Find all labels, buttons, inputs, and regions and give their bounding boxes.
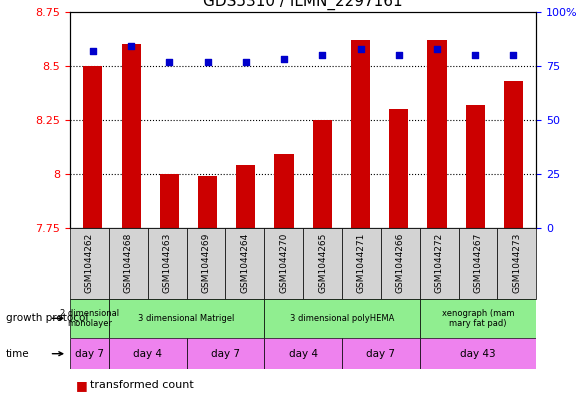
Title: GDS5310 / ILMN_2297161: GDS5310 / ILMN_2297161	[203, 0, 403, 11]
Text: GSM1044266: GSM1044266	[396, 233, 405, 294]
Point	[470, 52, 480, 58]
Point	[509, 52, 518, 58]
Text: 2 dimensional
monolayer: 2 dimensional monolayer	[60, 309, 119, 328]
Bar	[264, 338, 342, 369]
Point	[318, 52, 327, 58]
Bar	[160, 174, 179, 228]
Bar	[187, 228, 226, 299]
Bar	[83, 66, 103, 228]
Point	[356, 46, 365, 52]
Text: ■: ■	[76, 378, 87, 392]
Bar	[504, 81, 523, 228]
Bar	[226, 228, 264, 299]
Point	[164, 59, 174, 65]
Bar	[312, 120, 332, 228]
Bar	[187, 338, 264, 369]
Text: GSM1044273: GSM1044273	[512, 233, 521, 294]
Text: GSM1044268: GSM1044268	[124, 233, 133, 294]
Bar	[420, 299, 536, 338]
Point	[241, 59, 251, 65]
Text: transformed count: transformed count	[90, 380, 194, 390]
Point	[88, 48, 97, 54]
Text: GSM1044263: GSM1044263	[163, 233, 171, 294]
Point	[203, 59, 212, 65]
Point	[127, 43, 136, 50]
Bar	[264, 228, 303, 299]
Bar	[109, 228, 147, 299]
Bar	[342, 338, 420, 369]
Point	[279, 56, 289, 62]
Bar	[198, 176, 217, 228]
Bar	[459, 228, 497, 299]
Text: time: time	[6, 349, 30, 359]
Text: day 7: day 7	[75, 349, 104, 359]
Text: GSM1044267: GSM1044267	[473, 233, 483, 294]
Text: growth protocol: growth protocol	[6, 313, 88, 323]
Text: GSM1044270: GSM1044270	[279, 233, 288, 294]
Bar	[351, 40, 370, 228]
Bar	[109, 338, 187, 369]
Point	[433, 46, 442, 52]
Bar	[70, 228, 109, 299]
Text: GSM1044269: GSM1044269	[202, 233, 210, 294]
Text: GSM1044271: GSM1044271	[357, 233, 366, 294]
Text: 3 dimensional Matrigel: 3 dimensional Matrigel	[138, 314, 235, 323]
Text: xenograph (mam
mary fat pad): xenograph (mam mary fat pad)	[442, 309, 514, 328]
Bar	[264, 299, 420, 338]
Bar	[466, 105, 484, 228]
Bar	[109, 299, 264, 338]
Bar	[381, 228, 420, 299]
Bar	[70, 338, 109, 369]
Bar	[122, 44, 141, 228]
Point	[394, 52, 403, 58]
Bar	[342, 228, 381, 299]
Text: day 43: day 43	[460, 349, 496, 359]
Bar	[147, 228, 187, 299]
Bar	[275, 154, 294, 228]
Text: day 4: day 4	[133, 349, 162, 359]
Bar	[303, 228, 342, 299]
Text: day 7: day 7	[366, 349, 395, 359]
Text: GSM1044262: GSM1044262	[85, 233, 94, 294]
Text: day 4: day 4	[289, 349, 318, 359]
Bar	[420, 228, 459, 299]
Bar	[497, 228, 536, 299]
Bar	[427, 40, 447, 228]
Text: 3 dimensional polyHEMA: 3 dimensional polyHEMA	[290, 314, 394, 323]
Bar	[420, 338, 536, 369]
Bar	[70, 299, 109, 338]
Text: day 7: day 7	[211, 349, 240, 359]
Text: GSM1044264: GSM1044264	[240, 233, 250, 294]
Text: GSM1044265: GSM1044265	[318, 233, 327, 294]
Text: GSM1044272: GSM1044272	[435, 233, 444, 294]
Bar	[236, 165, 255, 228]
Bar	[389, 109, 408, 228]
